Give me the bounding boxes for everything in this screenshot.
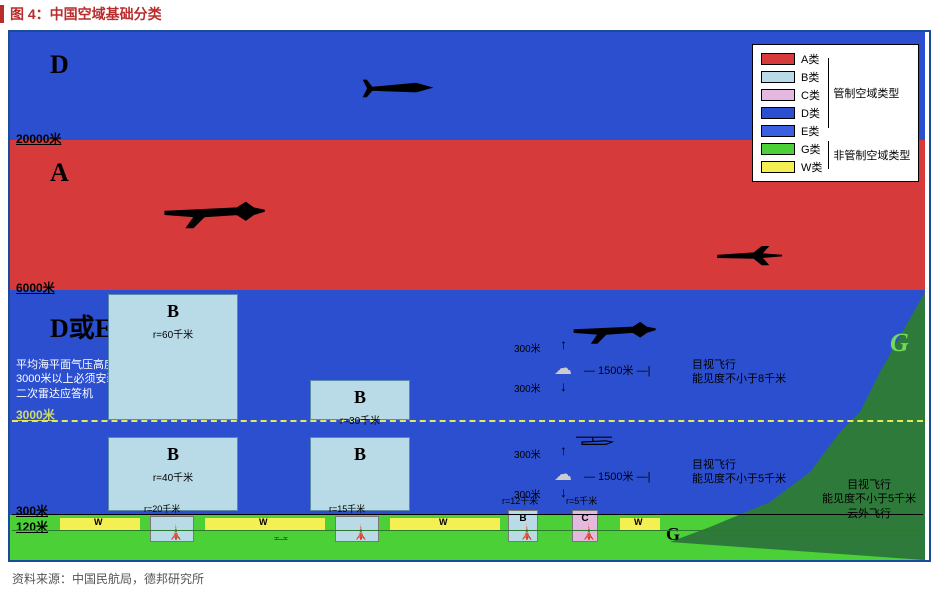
title-accent-bar xyxy=(0,5,4,23)
airliner-icon xyxy=(160,192,270,236)
legend-label-0: A类 xyxy=(801,51,819,67)
v300-bot-lower: 300米 xyxy=(514,486,541,501)
legend-row-0: A类 xyxy=(761,51,822,67)
dashed-3000m-line xyxy=(12,420,923,422)
shuttle-icon xyxy=(360,74,440,107)
fighter-icon xyxy=(710,242,790,275)
arrow-down-lower: ↓ xyxy=(560,484,567,500)
b-tower-label-2: B xyxy=(311,381,409,408)
b-tower-2: Br=30千米 xyxy=(310,380,410,420)
arrow-up-upper: ↑ xyxy=(560,336,567,352)
legend-group-uncontrolled: 非管制空域类型 xyxy=(828,141,910,169)
b-tower-3: B xyxy=(310,437,410,511)
b-tower-1: Br=40千米 xyxy=(108,437,238,511)
legend-swatch-2 xyxy=(761,89,795,101)
ground-g-label-0: G xyxy=(666,524,680,545)
figure-title-row: 图 4：中国空域基础分类 xyxy=(0,0,939,28)
legend-group-controlled: 管制空域类型 xyxy=(828,58,910,128)
figure-title: 图 4：中国空域基础分类 xyxy=(10,4,162,24)
line-300m xyxy=(12,514,923,515)
vfr-text-upper: 目视飞行 能见度不小于8千米 xyxy=(692,358,786,387)
legend-label-2: C类 xyxy=(801,87,820,103)
h1500-upper: — 1500米 —| xyxy=(584,362,650,378)
airliner-icon xyxy=(570,314,660,351)
altitude-label-3: 300米 xyxy=(16,502,48,519)
heli-icon xyxy=(570,430,630,456)
w-label-2: W xyxy=(439,517,448,527)
legend-groups: 管制空域类型非管制空域类型 xyxy=(828,51,910,175)
b-tower-label-3: B xyxy=(311,438,409,465)
b-tower-radius-2: r=30千米 xyxy=(340,412,380,427)
altitude-label-1: 6000米 xyxy=(16,279,55,296)
diagram-frame: DAD或EG目视飞行 能见度不小于5千米 云外飞行20000米6000米3000… xyxy=(8,30,931,562)
airspace-diagram: DAD或EG目视飞行 能见度不小于5千米 云外飞行20000米6000米3000… xyxy=(10,32,925,560)
legend-swatch-5 xyxy=(761,143,795,155)
legend-swatch-6 xyxy=(761,161,795,173)
source-attribution: 资料来源：中国民航局，德邦研究所 xyxy=(0,564,939,593)
legend-row-3: D类 xyxy=(761,105,822,121)
legend-swatch-0 xyxy=(761,53,795,65)
v300-top-lower: 300米 xyxy=(514,446,541,461)
vfr-text-lower: 目视飞行 能见度不小于5千米 xyxy=(692,458,786,487)
altitude-label-4: 120米 xyxy=(16,518,48,535)
h1500-lower: — 1500米 —| xyxy=(584,468,650,484)
legend-box: A类B类C类D类E类G类W类管制空域类型非管制空域类型 xyxy=(752,44,919,182)
legend-row-4: E类 xyxy=(761,123,822,139)
legend-row-2: C类 xyxy=(761,87,822,103)
small-col-r-3: r=5千米 xyxy=(566,494,597,507)
legend-label-4: E类 xyxy=(801,123,819,139)
tower-icon-2: 🗼 xyxy=(518,524,535,541)
tower-icon-1: 🗼 xyxy=(352,524,369,541)
legend-label-6: W类 xyxy=(801,159,822,175)
v300-top-upper: 300米 xyxy=(514,340,541,355)
legend-swatch-1 xyxy=(761,71,795,83)
w-label-3: W xyxy=(634,517,643,527)
tower-icon-3: 🗼 xyxy=(580,524,597,541)
w-label-0: W xyxy=(94,517,103,527)
drone-icon xyxy=(270,530,292,548)
mountain-g-label: G xyxy=(890,328,909,358)
legend-row-6: W类 xyxy=(761,159,822,175)
legend-row-5: G类 xyxy=(761,141,822,157)
altitude-label-0: 20000米 xyxy=(16,130,61,147)
w-label-1: W xyxy=(259,517,268,527)
legend-label-1: B类 xyxy=(801,69,819,85)
b-tower-radius-0: r=60千米 xyxy=(153,326,193,341)
b-tower-radius-1: r=40千米 xyxy=(153,469,193,484)
legend-row-1: B类 xyxy=(761,69,822,85)
b-tower-label-0: B xyxy=(109,295,237,322)
legend-items: A类 B类 C类 D类 E类 G类 W类 xyxy=(761,51,822,175)
v300-bot-upper: 300米 xyxy=(514,380,541,395)
legend-label-5: G类 xyxy=(801,141,821,157)
de-radar-note: 平均海平面气压高度 3000米以上必须安装 二次雷达应答机 xyxy=(16,358,117,401)
cloud-icon-upper: ☁ xyxy=(554,358,572,379)
b-tower-0: Br=60千米 xyxy=(108,294,238,420)
arrow-up-lower: ↑ xyxy=(560,442,567,458)
legend-label-3: D类 xyxy=(801,105,820,121)
arrow-down-upper: ↓ xyxy=(560,378,567,394)
cloud-icon-lower: ☁ xyxy=(554,464,572,485)
legend-swatch-3 xyxy=(761,107,795,119)
legend-swatch-4 xyxy=(761,125,795,137)
line-120m xyxy=(12,530,923,531)
tower-icon-0: 🗼 xyxy=(167,524,184,541)
b-tower-label-1: B xyxy=(109,438,237,465)
